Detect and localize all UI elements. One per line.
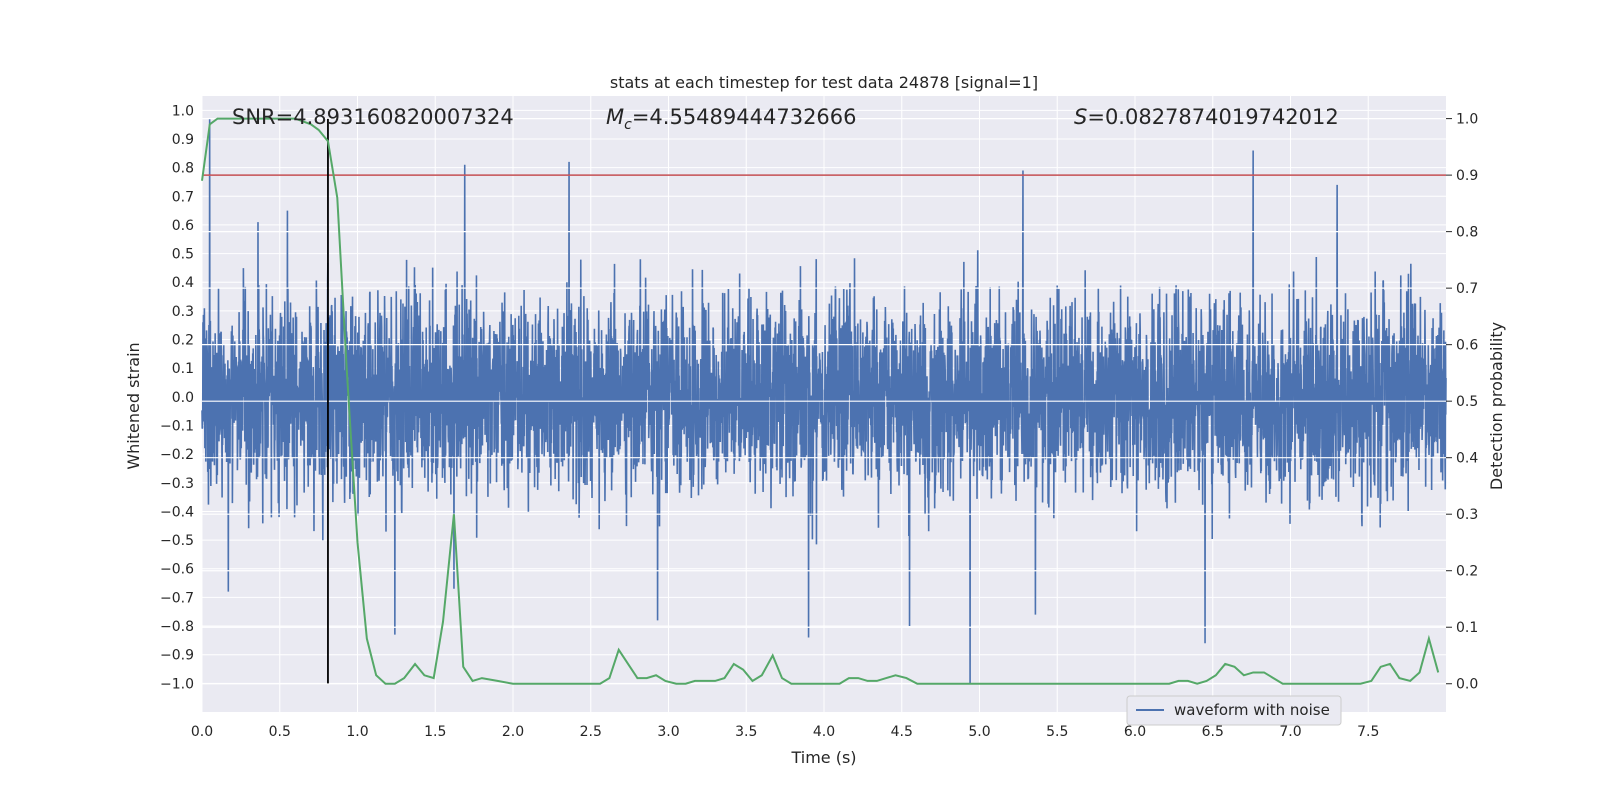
x-tick-label: 1.0 (346, 724, 368, 740)
s-annotation: S=0.0827874019742012 (1074, 105, 1339, 129)
x-tick-label: 3.5 (735, 724, 757, 740)
series-probability-line (201, 117, 1440, 685)
y-tick-label: 0.2 (172, 333, 194, 349)
y-tick-label: −0.3 (160, 476, 194, 492)
y2-tick-label: 0.1 (1456, 620, 1478, 636)
s-symbol: S (1074, 105, 1087, 129)
y-tick-label: −0.1 (160, 418, 194, 434)
y2-axis-label: Detection probability (1487, 322, 1506, 490)
y-tick-label: 0.9 (172, 132, 194, 148)
y2-tick-label: 0.5 (1456, 394, 1478, 410)
snr-annotation: SNR=4.893160820007324 (232, 105, 514, 129)
y-tick-label: −0.7 (160, 590, 194, 606)
series-waveform-line (201, 118, 1447, 684)
y-tick-label: 0.3 (172, 304, 194, 320)
legend-box (1126, 695, 1342, 726)
y2-tick-label: 0.0 (1456, 677, 1478, 693)
mc-subscript: c (624, 117, 632, 133)
mc-annotation: Mc=4.55489444732666 (606, 105, 857, 133)
y2-tick-label: 0.6 (1456, 338, 1478, 354)
x-tick-label: 2.0 (502, 724, 524, 740)
x-tick-label: 5.5 (1046, 724, 1068, 740)
y2-tick-label: 1.0 (1456, 112, 1478, 128)
y-tick-label: −1.0 (160, 676, 194, 692)
y-tick-label: 0.0 (172, 390, 194, 406)
y2-tick-label: 0.2 (1456, 564, 1478, 580)
y-tick-label: 0.8 (172, 161, 194, 177)
strain-layer (201, 118, 1447, 684)
y-tick-label: −0.2 (160, 447, 194, 463)
mc-symbol: M (606, 105, 624, 129)
mc-value: =4.55489444732666 (632, 105, 857, 129)
tick-layer: 1.0 0.9 0.8 0.7 0.6 0.5 0.4 0.3 0.2 0.1 0.0 −0.1 −0.… (160, 103, 1478, 740)
y-tick-label: 0.6 (172, 218, 194, 234)
x-tick-label: 2.5 (580, 724, 602, 740)
x-tick-label: 4.0 (813, 724, 835, 740)
y-tick-label: 1.0 (172, 103, 194, 119)
y2-tick-label: 0.4 (1456, 451, 1478, 467)
y-tick-label: 0.7 (172, 189, 194, 205)
y2-tick-label: 0.9 (1456, 168, 1478, 184)
y2-tick-label: 0.8 (1456, 225, 1478, 241)
y-tick-label: −0.8 (160, 619, 194, 635)
x-axis-label: Time (s) (790, 748, 856, 767)
y-tick-label: 0.5 (172, 247, 194, 263)
x-tick-label: 4.5 (891, 724, 913, 740)
x-tick-label: 5.0 (968, 724, 990, 740)
y-tick-label: −0.9 (160, 648, 194, 664)
x-tick-label: 3.0 (657, 724, 679, 740)
x-tick-label: 0.0 (191, 724, 213, 740)
x-tick-label: 0.5 (269, 724, 291, 740)
legend-label-waveform: waveform with noise (1174, 701, 1330, 719)
x-tick-label: 6.0 (1124, 724, 1146, 740)
x-tick-label: 7.0 (1279, 724, 1301, 740)
y-tick-label: −0.4 (160, 504, 194, 520)
y2-tick-label: 0.3 (1456, 507, 1478, 523)
y-tick-label: 0.4 (172, 275, 194, 291)
s-value: =0.0827874019742012 (1087, 105, 1338, 129)
y2-tick-label: 0.7 (1456, 281, 1478, 297)
legend: waveform with noise (1126, 695, 1342, 726)
chart-title: stats at each timestep for test data 248… (610, 73, 1038, 92)
y-tick-label: 0.1 (172, 361, 194, 377)
x-tick-label: 1.5 (424, 724, 446, 740)
y-axis-label: Whitened strain (124, 342, 143, 469)
overlay-layer (201, 117, 1446, 685)
y-tick-label: −0.6 (160, 562, 194, 578)
x-tick-label: 6.5 (1202, 724, 1224, 740)
y-tick-label: −0.5 (160, 533, 194, 549)
x-tick-label: 7.5 (1357, 724, 1379, 740)
